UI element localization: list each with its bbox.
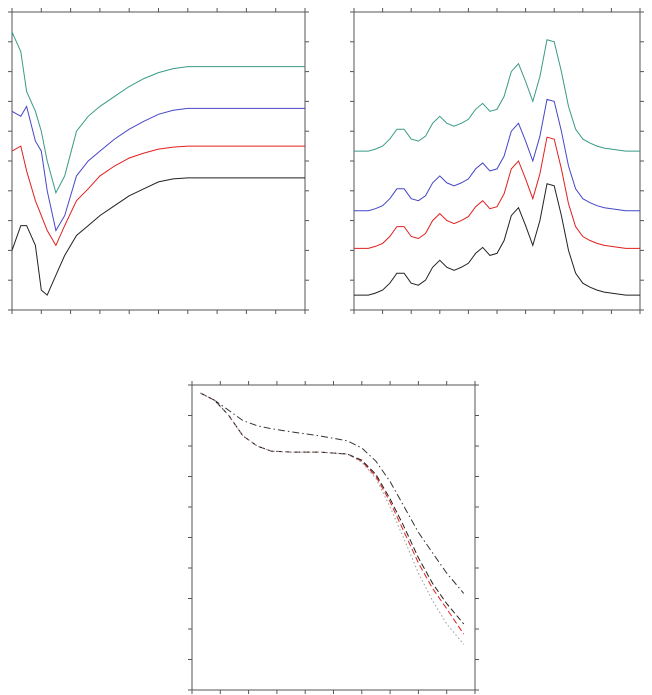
plot-frame: [11, 11, 306, 311]
series-line: [200, 392, 465, 594]
series-line: [354, 136, 640, 249]
series-line: [200, 392, 465, 635]
plot-frame: [353, 11, 641, 311]
series-line: [11, 145, 305, 247]
plot-frame: [191, 384, 476, 691]
series-line: [11, 31, 305, 195]
series-line: [200, 392, 465, 625]
series-line: [11, 177, 305, 296]
series-line: [200, 392, 465, 645]
series-line: [354, 183, 640, 296]
series-line: [354, 39, 640, 152]
series-line: [11, 105, 305, 232]
series-line: [354, 98, 640, 212]
